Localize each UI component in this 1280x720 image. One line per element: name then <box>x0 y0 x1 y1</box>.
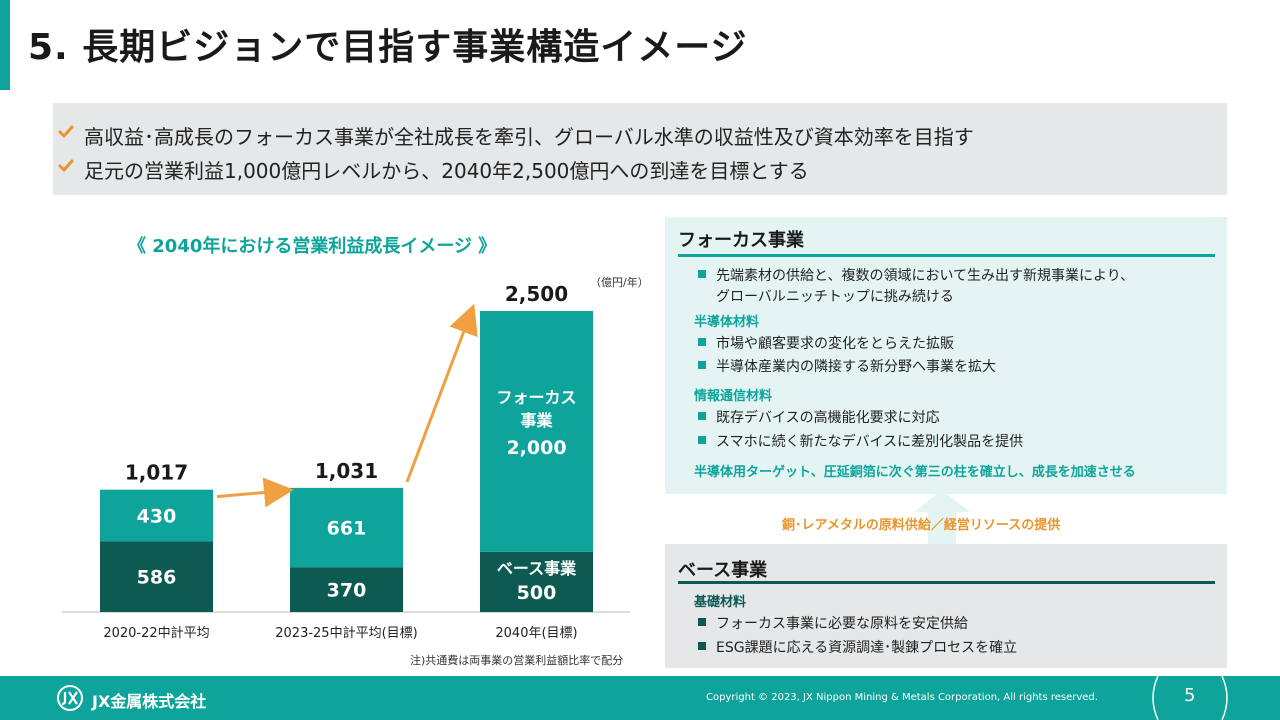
total-label-0: 1,017 <box>125 461 188 485</box>
page-number: 5 <box>1184 685 1196 706</box>
focus-value-label-1: 661 <box>327 518 367 540</box>
copyright-text: Copyright © 2023, JX Nippon Mining & Met… <box>706 692 1098 703</box>
base-panel <box>665 544 1227 668</box>
bar-base-0 <box>100 541 213 612</box>
focus-target-statement: 半導体用ターゲット、圧延銅箔に次ぐ第三の柱を確立し、成長を加速させる <box>694 465 1136 480</box>
company-logo-icon <box>57 685 83 711</box>
total-label-1: 1,031 <box>315 459 378 483</box>
base-panel-heading: ベース事業 <box>678 560 768 581</box>
category-label-1: 2023-25中計平均(目標) <box>275 625 417 641</box>
supply-statement: 銅･レアメタルの原料供給／経営リソースの提供 <box>782 518 1061 533</box>
title-accent-bar <box>0 0 10 90</box>
focus-series-name-label-2: 事業 <box>520 411 553 430</box>
footer-bar <box>0 676 1280 720</box>
check-icon <box>58 159 74 172</box>
category-label-0: 2020-22中計平均 <box>103 625 209 641</box>
category-label-2: 2040年(目標) <box>495 626 577 641</box>
bar-base-2 <box>480 551 593 612</box>
focus-value-label-0: 430 <box>137 506 177 528</box>
summary-text-1: 高収益･高成長のフォーカス事業が全社成長を牽引、グローバル水準の収益性及び資本効… <box>84 125 974 149</box>
basic-item-1: フォーカス事業に必要な原料を安定供給 <box>716 616 968 632</box>
company-logo-text: JX金属株式会社 <box>92 692 207 711</box>
semiconductor-item-2: 半導体産業内の隣接する新分野へ事業を拡大 <box>716 359 996 375</box>
square-bullet-icon <box>698 361 706 369</box>
summary-text-2: 足元の営業利益1,000億円レベルから、2040年2,500億円への到達を目標と… <box>84 159 809 183</box>
focus-panel <box>665 217 1227 494</box>
summary-box <box>53 103 1227 195</box>
base-value-label-2: 500 <box>517 582 557 604</box>
ict-item-2: スマホに続く新たなデバイスに差別化製品を提供 <box>716 434 1024 450</box>
square-bullet-icon <box>698 618 706 626</box>
chart-title: 《 2040年における営業利益成長イメージ 》 <box>128 236 497 257</box>
basic-materials-heading: 基礎材料 <box>694 595 747 610</box>
base-value-label-1: 370 <box>327 580 367 602</box>
base-value-label-0: 586 <box>137 567 177 589</box>
check-icon <box>58 125 74 138</box>
semiconductor-item-1: 市場や顧客要求の変化をとらえた拡販 <box>716 336 954 352</box>
ict-item-1: 既存デバイスの高機能化要求に対応 <box>716 410 940 426</box>
square-bullet-icon <box>698 412 706 420</box>
total-label-2: 2,500 <box>505 282 568 306</box>
square-bullet-icon <box>698 642 706 650</box>
page-number-arc <box>1152 676 1228 720</box>
basic-item-2: ESG課題に応える資源調達･製錬プロセスを確立 <box>716 640 1018 656</box>
square-bullet-icon <box>698 270 706 278</box>
growth-arrow-1 <box>216 477 294 508</box>
focus-intro-line-1: 先端素材の供給と、複数の領域において生み出す新規事業により、 <box>716 268 1135 284</box>
square-bullet-icon <box>698 338 706 346</box>
up-arrow-icon <box>914 490 970 546</box>
focus-intro-line-2: グローバルニッチトップに挑み続ける <box>716 289 954 305</box>
semiconductor-heading: 半導体材料 <box>694 315 760 330</box>
base-series-name-label: ベース事業 <box>497 559 577 578</box>
bar-focus-1 <box>290 487 403 568</box>
chart-note: 注)共通費は両事業の営業利益額比率で配分 <box>410 654 624 667</box>
focus-series-name-label-1: フォーカス <box>496 388 576 407</box>
focus-value-label-2: 2,000 <box>506 437 566 459</box>
bar-base-1 <box>290 567 403 612</box>
square-bullet-icon <box>698 436 706 444</box>
profit-chart: 1,017 586 430 2020-22中計平均 1,031 370 661 2023-25… <box>62 282 630 641</box>
focus-panel-heading: フォーカス事業 <box>678 230 804 251</box>
base-heading-rule <box>678 581 1215 584</box>
growth-arrow-2 <box>405 303 478 483</box>
chart-unit-label: （億円/年） <box>590 276 649 289</box>
bar-focus-2 <box>480 311 593 552</box>
bar-focus-0 <box>100 489 213 542</box>
ict-heading: 情報通信材料 <box>694 389 773 404</box>
focus-heading-rule <box>678 254 1215 257</box>
page-title: 5. 長期ビジョンで目指す事業構造イメージ <box>28 27 748 68</box>
